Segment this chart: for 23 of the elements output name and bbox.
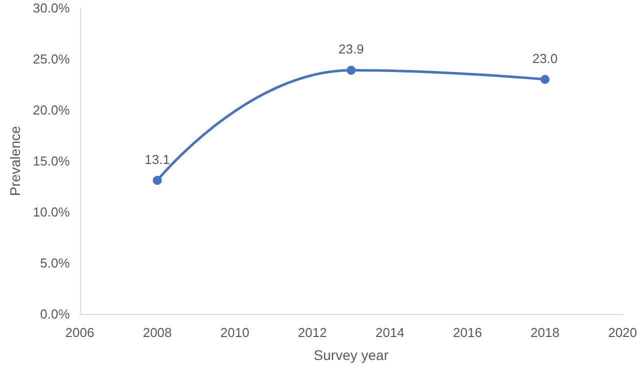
y-tick-label: 0.0% — [40, 306, 70, 322]
x-tick-label: 2012 — [298, 325, 327, 340]
y-tick-label: 30.0% — [32, 0, 70, 16]
data-label: 13.1 — [144, 152, 170, 167]
x-tick-label: 2010 — [220, 325, 250, 340]
x-tick-label: 2008 — [142, 325, 172, 340]
x-tick-label: 2016 — [453, 325, 482, 340]
y-tick-label: 20.0% — [32, 102, 70, 118]
y-tick-label: 5.0% — [40, 256, 70, 270]
x-tick-label: 2020 — [608, 325, 637, 340]
point — [346, 66, 356, 75]
data-label: 23.0 — [532, 50, 558, 66]
x-axis-title: Survey year — [314, 347, 389, 363]
point — [540, 74, 550, 84]
x-tick-label: 2006 — [65, 325, 94, 340]
x-tick-label: 2018 — [530, 325, 560, 340]
y-tick-label: 15.0% — [32, 154, 70, 168]
point — [152, 176, 162, 185]
y-axis-title: Prevalence — [7, 126, 23, 196]
x-tick-label: 2014 — [375, 325, 404, 340]
y-tick-label: 25.0% — [32, 52, 70, 66]
y-tick-label: 10.0% — [32, 204, 70, 220]
data-label: 23.9 — [338, 42, 364, 57]
